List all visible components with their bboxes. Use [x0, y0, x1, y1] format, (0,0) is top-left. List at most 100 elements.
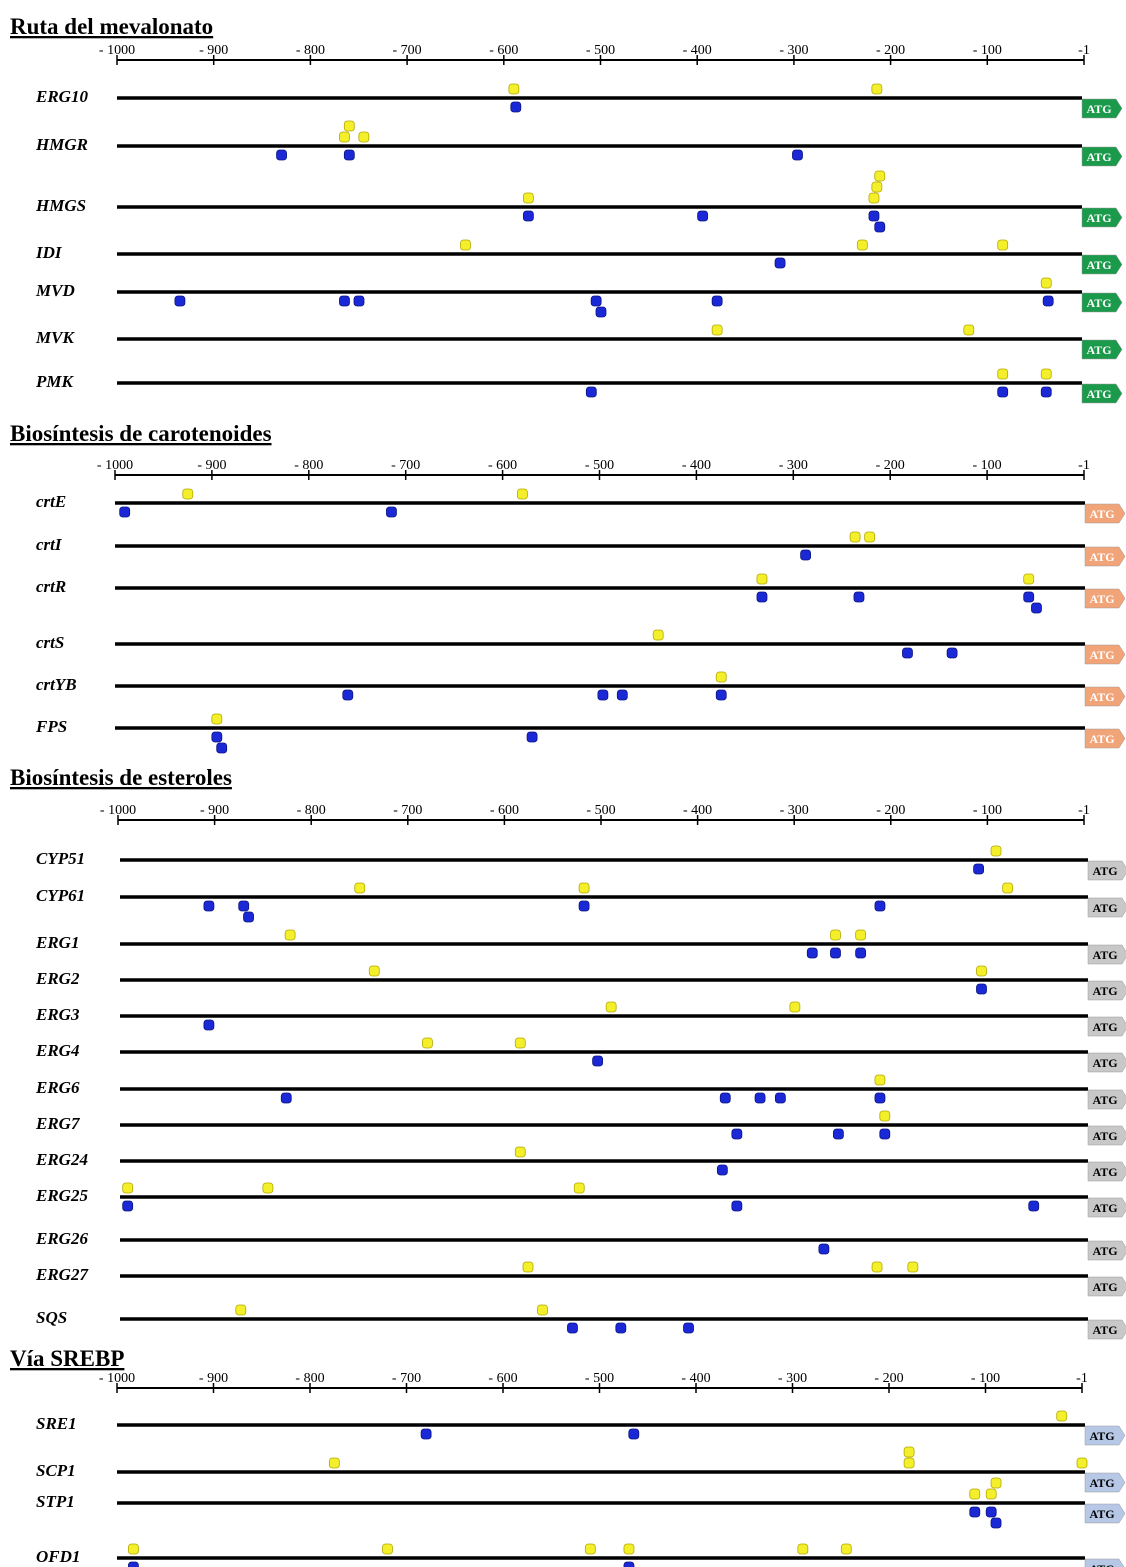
- binding-site-yellow: [578, 882, 590, 894]
- gene-label: ERG10: [35, 87, 88, 106]
- binding-site-blue: [353, 295, 365, 307]
- gene-label: ERG25: [35, 1186, 88, 1205]
- tick-label: - 300: [779, 43, 808, 58]
- gene-row-hmgr: HMGR ATG: [35, 120, 1123, 167]
- binding-site-yellow: [339, 131, 350, 143]
- atg-arrow: [1081, 254, 1123, 275]
- atg-label: ATG: [1086, 387, 1111, 401]
- atg-label: ATG: [1089, 732, 1114, 746]
- gene-row-fps: FPS ATG: [35, 713, 1126, 754]
- binding-site-yellow: [573, 1182, 585, 1194]
- atg-label: ATG: [1092, 984, 1117, 998]
- gene-row-mvd: MVD ATG: [35, 277, 1123, 318]
- binding-site-yellow: [874, 1074, 886, 1086]
- binding-site-yellow: [605, 1001, 617, 1013]
- gene-row-pmk: PMK ATG: [35, 368, 1123, 404]
- binding-site-blue: [578, 900, 590, 912]
- tick-label: - 1000: [97, 458, 133, 473]
- atg-arrow: [1081, 383, 1123, 404]
- gene-label: ERG2: [35, 969, 80, 988]
- gene-row-erg2: ERG2 ATG: [35, 965, 1126, 1001]
- binding-site-blue: [585, 386, 597, 398]
- tick-label: - 200: [876, 803, 905, 818]
- tick-label: - 600: [490, 803, 519, 818]
- binding-site-blue: [855, 947, 867, 959]
- binding-site-blue: [830, 947, 841, 959]
- gene-label: ERG4: [35, 1041, 79, 1060]
- tick-label: - 1000: [99, 43, 135, 58]
- gene-label: FPS: [35, 717, 67, 736]
- binding-site-blue: [868, 210, 880, 222]
- binding-site-yellow: [382, 1543, 393, 1555]
- atg-arrow: [1081, 207, 1123, 228]
- tick-label: - 300: [778, 1371, 807, 1386]
- gene-label: ERG7: [35, 1114, 81, 1133]
- binding-site-yellow: [368, 965, 380, 977]
- tick-label: - 100: [973, 803, 1002, 818]
- binding-site-blue: [853, 591, 865, 603]
- atg-label: ATG: [1092, 1020, 1117, 1034]
- binding-site-blue: [711, 295, 723, 307]
- binding-site-blue: [1028, 1200, 1040, 1212]
- atg-arrow: [1087, 860, 1126, 881]
- binding-site-yellow: [907, 1261, 919, 1273]
- binding-site-yellow: [997, 368, 1009, 380]
- binding-site-yellow: [328, 1457, 340, 1469]
- binding-site-yellow: [516, 488, 528, 500]
- atg-arrow: [1084, 1472, 1126, 1493]
- binding-site-blue: [526, 731, 538, 743]
- atg-arrow: [1081, 292, 1123, 313]
- binding-site-yellow: [903, 1457, 915, 1469]
- binding-site-yellow: [997, 239, 1009, 251]
- binding-site-yellow: [711, 324, 723, 336]
- binding-site-blue: [276, 149, 287, 161]
- atg-arrow: [1087, 1197, 1126, 1218]
- binding-site-blue: [946, 647, 958, 659]
- tick-label: - 800: [295, 1371, 324, 1386]
- tick-label: - 900: [199, 43, 228, 58]
- gene-row-mvk: MVK ATG: [35, 324, 1123, 360]
- binding-site-blue: [774, 1092, 786, 1104]
- tick-label: - 500: [585, 458, 614, 473]
- atg-arrow: [1087, 1089, 1126, 1110]
- binding-site-yellow: [652, 629, 664, 641]
- gene-label: MVK: [35, 328, 75, 347]
- tick-label: - 600: [488, 1371, 517, 1386]
- binding-site-blue: [243, 911, 254, 923]
- binding-site-yellow: [789, 1001, 801, 1013]
- binding-site-blue: [879, 1128, 891, 1140]
- binding-site-blue: [238, 900, 250, 912]
- section-title: Biosíntesis de esteroles: [10, 765, 232, 790]
- gene-row-erg1: ERG1 ATG: [35, 929, 1126, 965]
- gene-row-hmgs: HMGS ATG: [35, 170, 1123, 233]
- atg-arrow: [1081, 339, 1123, 360]
- atg-arrow: [1084, 728, 1126, 749]
- tick-label: - 900: [197, 458, 226, 473]
- gene-label: ERG6: [35, 1078, 80, 1097]
- binding-site-blue: [902, 647, 913, 659]
- binding-site-yellow: [830, 929, 841, 941]
- atg-label: ATG: [1089, 690, 1114, 704]
- gene-label: SQS: [36, 1308, 67, 1327]
- tick-label: - 500: [586, 43, 615, 58]
- atg-label: ATG: [1092, 901, 1117, 915]
- binding-site-yellow: [715, 671, 727, 683]
- atg-arrow: [1081, 98, 1123, 119]
- atg-label: ATG: [1086, 258, 1111, 272]
- binding-site-blue: [510, 101, 522, 113]
- gene-row-crte: crtE ATG: [36, 488, 1126, 524]
- binding-site-yellow: [128, 1543, 139, 1555]
- binding-site-blue: [420, 1428, 432, 1440]
- binding-site-blue: [339, 295, 350, 307]
- binding-site-blue: [754, 1092, 766, 1104]
- gene-label: IDI: [35, 243, 63, 262]
- tick-label: -1: [1078, 458, 1090, 473]
- binding-site-yellow: [537, 1304, 548, 1316]
- binding-site-yellow: [879, 1110, 891, 1122]
- gene-row-erg7: ERG7 ATG: [35, 1110, 1126, 1146]
- binding-site-blue: [522, 210, 534, 222]
- binding-site-blue: [1031, 602, 1042, 614]
- gene-label: MVD: [35, 281, 75, 300]
- binding-site-yellow: [976, 965, 987, 977]
- atg-label: ATG: [1092, 1165, 1117, 1179]
